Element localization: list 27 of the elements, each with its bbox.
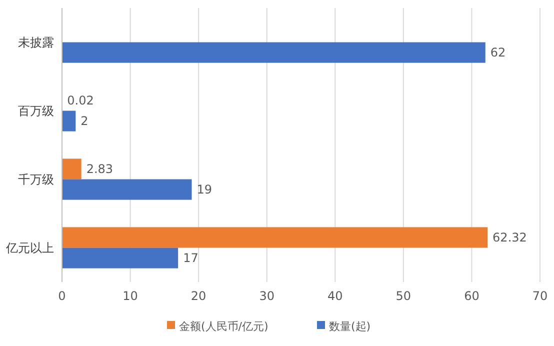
data-label: 2	[80, 114, 88, 128]
legend-label: 金额(人民币/亿元)	[179, 320, 268, 333]
data-label: 62	[490, 46, 506, 60]
x-tick-label: 70	[532, 289, 548, 303]
data-label: 2.83	[86, 162, 114, 176]
bar	[62, 248, 178, 268]
bar	[62, 42, 486, 63]
y-tick-label: 千万级	[18, 172, 54, 186]
bar	[62, 227, 488, 248]
data-label: 62.32	[492, 230, 527, 245]
y-tick-label: 百万级	[18, 104, 54, 118]
x-tick-label: 30	[259, 289, 274, 303]
y-tick-label: 未披露	[18, 35, 54, 50]
data-label: 17	[183, 251, 198, 266]
x-tick-label: 10	[122, 289, 138, 303]
x-tick-label: 40	[328, 289, 343, 303]
bar	[62, 110, 76, 132]
data-label: 19	[196, 182, 212, 197]
bar	[62, 158, 82, 180]
x-tick-label: 0	[58, 289, 66, 303]
x-tick-label: 20	[190, 289, 206, 303]
legend-label: 数量(起)	[329, 320, 371, 333]
data-label: 0.02	[67, 94, 94, 108]
x-tick-label: 50	[396, 289, 412, 303]
bar	[62, 179, 192, 200]
y-tick-label: 亿元以上	[5, 240, 54, 255]
x-tick-label: 60	[464, 289, 480, 303]
